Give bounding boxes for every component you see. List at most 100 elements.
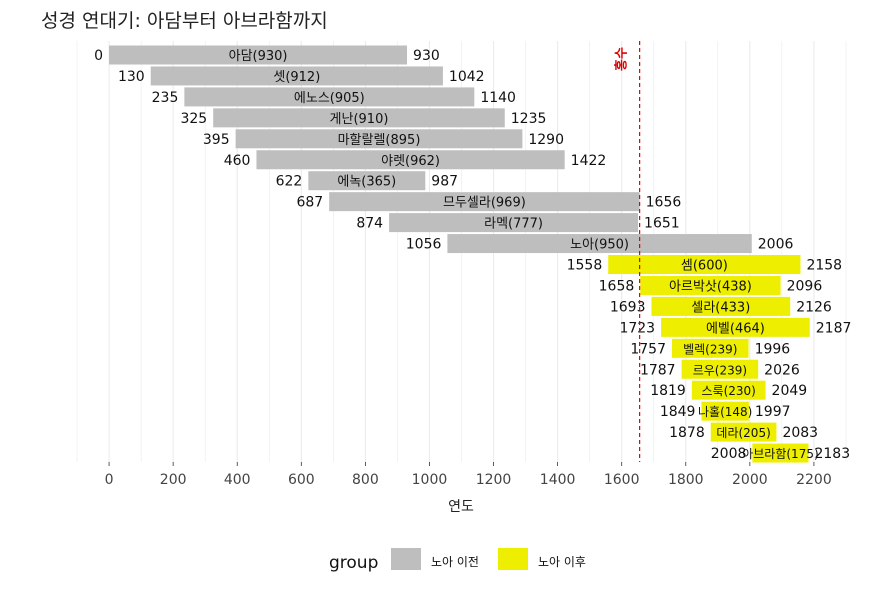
lifespan-bar [389,213,639,233]
lifespan-row: 395 1290 마할랄렐(895) [203,129,564,149]
birth-year-label: 325 [180,111,207,127]
birth-year-label: 1693 [610,299,646,315]
birth-year-label: 130 [118,69,145,85]
x-tick-label: 2200 [796,472,832,488]
x-tick-label: 400 [224,472,251,488]
death-year-label: 1140 [480,90,516,106]
person-label: 야렛(962) [381,154,440,169]
x-tick-label: 200 [160,472,187,488]
birth-year-label: 1723 [619,320,655,336]
birth-year-label: 2008 [711,446,747,462]
birth-year-label: 1757 [630,341,666,357]
death-year-label: 2049 [772,383,808,399]
person-label: 나홀(148) [698,405,752,419]
flood-marker: 홍수 [614,41,641,462]
death-year-label: 2183 [814,446,850,462]
birth-year-label: 1787 [640,362,676,378]
death-year-label: 2026 [764,362,800,378]
legend-label-after: 노아 이후 [538,555,586,569]
birth-year-label: 235 [152,90,179,106]
birth-year-label: 1558 [567,258,603,274]
birth-year-label: 687 [296,195,323,211]
death-year-label: 1997 [755,404,791,420]
lifespan-bar [701,401,749,421]
lifespan-bar [109,45,408,65]
lifespan-row: 687 1656 므두셀라(969) [296,192,682,212]
lifespan-bar [235,129,523,149]
death-year-label: 1996 [755,341,791,357]
death-year-label: 2083 [782,425,818,441]
death-year-label: 930 [413,48,440,64]
x-tick-label: 1400 [540,472,576,488]
lifespan-row: 1787 2026 르우(239) [640,359,800,379]
death-year-label: 2126 [796,299,832,315]
death-year-label: 1651 [644,216,680,232]
lifespan-bar [752,443,809,463]
birth-year-label: 0 [94,48,103,64]
death-year-label: 1235 [511,111,547,127]
legend-swatch-before [391,548,421,570]
person-label: 셈(600) [681,259,728,274]
lifespan-row: 130 1042 셋(912) [118,66,485,86]
death-year-label: 1290 [528,132,564,148]
person-label: 아르박삿(438) [669,279,752,294]
lifespan-bar [150,66,443,86]
person-label: 에녹(365) [337,175,396,190]
x-tick-label: 1600 [604,472,640,488]
lifespan-row: 1693 2126 셀라(433) [610,296,832,316]
lifespan-row: 1757 1996 벨렉(239) [630,338,791,358]
x-tick-label: 800 [352,472,379,488]
lifespan-bar [651,296,791,316]
chart-title: 성경 연대기: 아담부터 아브라함까지 [41,10,328,32]
birth-year-label: 1849 [660,404,696,420]
person-label: 벨렉(239) [683,342,737,356]
x-axis: 0 200 400 600 800 1000 1200 1400 1600 1800 2000 220… [105,462,832,488]
lifespan-bar [710,422,777,442]
lifespan-row: 1878 2083 데라(205) [669,422,818,442]
lifespan-row: 1558 2158 셈(600) [567,255,842,274]
lifespan-bar [184,87,475,107]
person-label: 에노스(905) [294,91,365,106]
x-tick-label: 600 [288,472,315,488]
death-year-label: 1042 [449,69,485,85]
person-label: 아담(930) [229,49,288,64]
lifespan-bar [671,338,749,358]
birth-year-label: 1819 [650,383,686,399]
lifespan-row: 622 987 에녹(365) [276,171,458,191]
person-label: 르우(239) [693,363,747,377]
person-label: 마할랄렐(895) [338,133,421,148]
flood-label: 홍수 [614,47,630,71]
lifespan-bar [256,150,565,170]
lifespan-row: 460 1422 야렛(962) [224,150,607,170]
birth-year-label: 622 [276,174,303,190]
lifespan-row: 1056 2006 노아(950) [406,234,793,254]
birth-year-label: 1056 [406,237,442,253]
person-label: 노아(950) [570,238,629,253]
x-tick-label: 2000 [732,472,768,488]
person-label: 데라(205) [716,426,770,440]
lifespan-bar [329,192,640,212]
death-year-label: 2187 [816,320,852,336]
lifespan-row: 0 930 아담(930) [94,45,440,65]
lifespan-row: 1723 2187 에벨(464) [619,317,852,337]
lifespan-row: 1658 2096 아르박삿(438) [599,275,822,295]
person-label: 셋(912) [273,70,320,85]
person-label: 에벨(464) [706,321,765,336]
death-year-label: 1422 [571,153,607,169]
person-label: 므두셀라(969) [443,196,526,211]
death-year-label: 2158 [806,258,842,274]
lifespan-bar [661,317,810,337]
lifespan-row: 874 1651 라멕(777) [356,213,680,233]
lifespan-bar [681,359,759,379]
person-label: 라멕(777) [484,217,543,232]
legend-title: group [329,553,378,573]
lifespan-bar [447,234,752,254]
lifespan-bar [640,275,781,295]
person-label: 게난(910) [330,112,389,127]
birth-year-label: 1658 [599,278,635,294]
death-year-label: 1656 [646,195,682,211]
x-tick-label: 1000 [412,472,448,488]
